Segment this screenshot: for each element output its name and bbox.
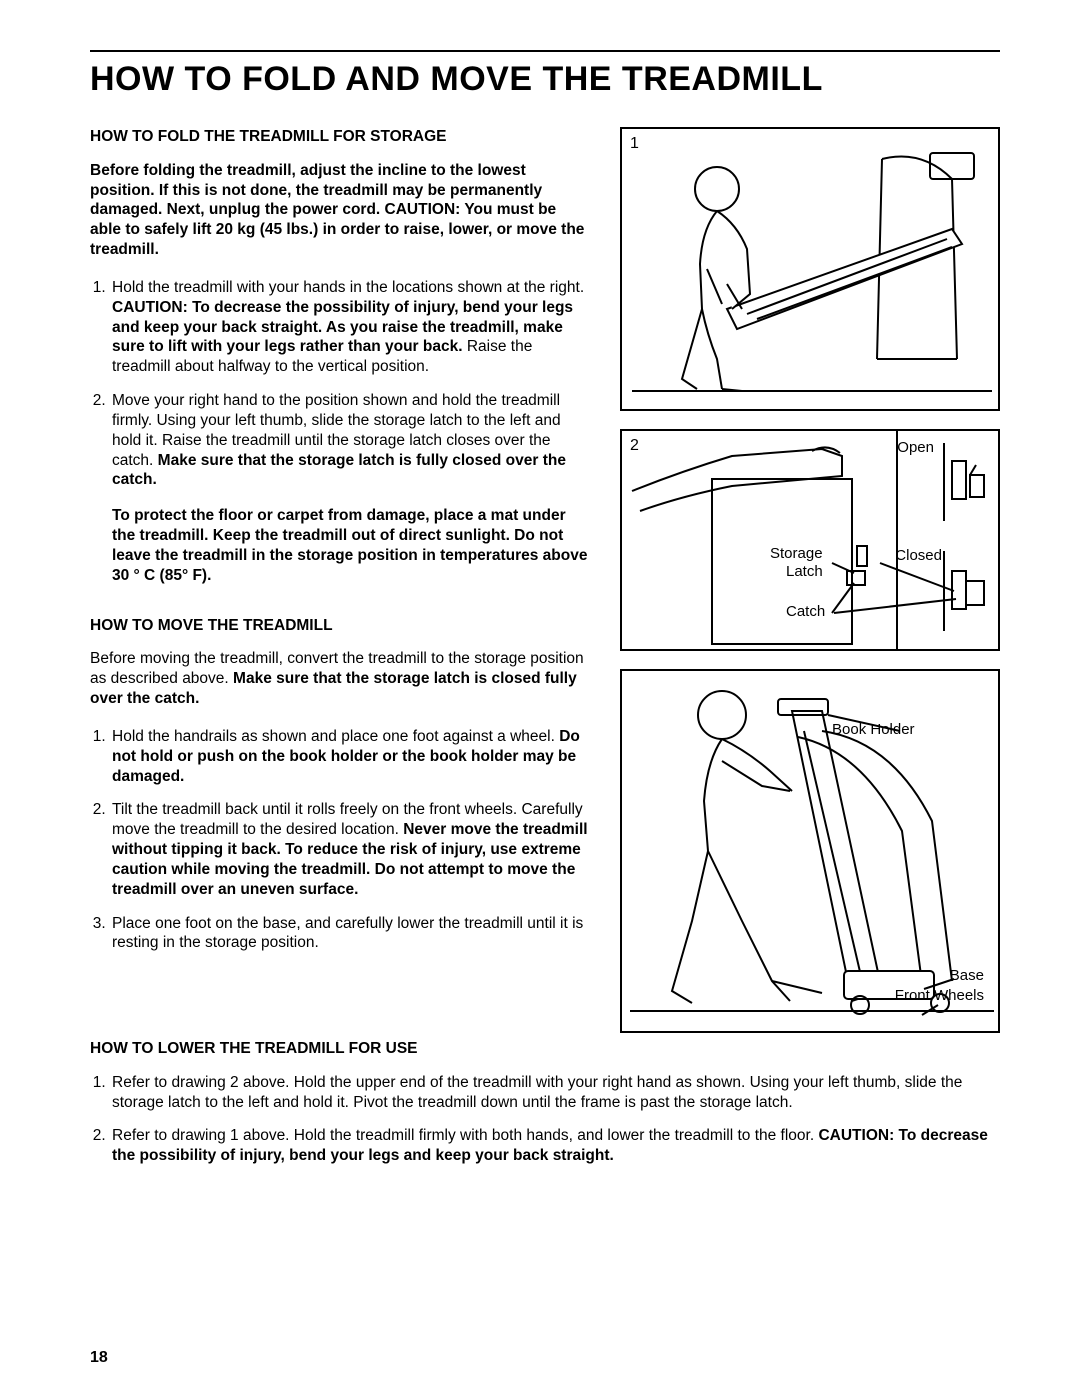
lower-step-1: Refer to drawing 2 above. Hold the upper… [110,1073,1000,1113]
fold-step-1: Hold the treadmill with your hands in th… [110,278,590,377]
left-column: HOW TO FOLD THE TREADMILL FOR STORAGE Be… [90,127,590,1033]
lower-heading: HOW TO LOWER THE TREADMILL FOR USE [90,1039,1000,1059]
top-rule [90,50,1000,52]
manual-page: HOW TO FOLD AND MOVE THE TREADMILL HOW T… [0,0,1080,1397]
fold-steps: Hold the treadmill with your hands in th… [90,278,590,586]
move-step-2: Tilt the treadmill back until it rolls f… [110,800,590,899]
figure-3-illustration [622,671,1002,1031]
right-column: 1 [620,127,1000,1033]
figure-1: 1 [620,127,1000,411]
fold-step2-para2: To protect the floor or carpet from dama… [112,506,590,585]
figure-2: 2 [620,429,1000,651]
two-column-layout: HOW TO FOLD THE TREADMILL FOR STORAGE Be… [90,127,1000,1033]
fold-step-2: Move your right hand to the position sho… [110,391,590,585]
label-latch: Latch [786,563,823,580]
fold-intro: Before folding the treadmill, adjust the… [90,161,590,260]
fold-step2-bold: Make sure that the storage latch is full… [112,452,566,489]
label-catch: Catch [786,603,825,620]
page-number: 18 [90,1349,108,1367]
fold-heading: HOW TO FOLD THE TREADMILL FOR STORAGE [90,127,590,147]
move-heading: HOW TO MOVE THE TREADMILL [90,616,590,636]
move-intro: Before moving the treadmill, convert the… [90,649,590,708]
lower-steps: Refer to drawing 2 above. Hold the upper… [90,1073,1000,1166]
move-step-1: Hold the handrails as shown and place on… [110,727,590,786]
figure-3: Book Holder Base Front Wheels [620,669,1000,1033]
move-steps: Hold the handrails as shown and place on… [90,727,590,953]
figure-2-number: 2 [630,437,639,455]
label-front-wheels: Front Wheels [895,987,984,1004]
label-open: Open [897,439,934,456]
label-base: Base [950,967,984,984]
label-book-holder: Book Holder [832,721,915,738]
figure-1-illustration [622,129,1002,409]
move-step1-pre: Hold the handrails as shown and place on… [112,728,559,745]
page-title: HOW TO FOLD AND MOVE THE TREADMILL [90,60,1000,99]
lower-step-2: Refer to drawing 1 above. Hold the tread… [110,1126,1000,1166]
figure-1-number: 1 [630,135,639,153]
lower-section: HOW TO LOWER THE TREADMILL FOR USE Refer… [90,1039,1000,1166]
fold-step1-pre: Hold the treadmill with your hands in th… [112,279,584,296]
move-step-3: Place one foot on the base, and carefull… [110,914,590,954]
lower-step2-pre: Refer to drawing 1 above. Hold the tread… [112,1127,818,1144]
label-closed: Closed [895,547,942,564]
label-storage: Storage [770,545,823,562]
